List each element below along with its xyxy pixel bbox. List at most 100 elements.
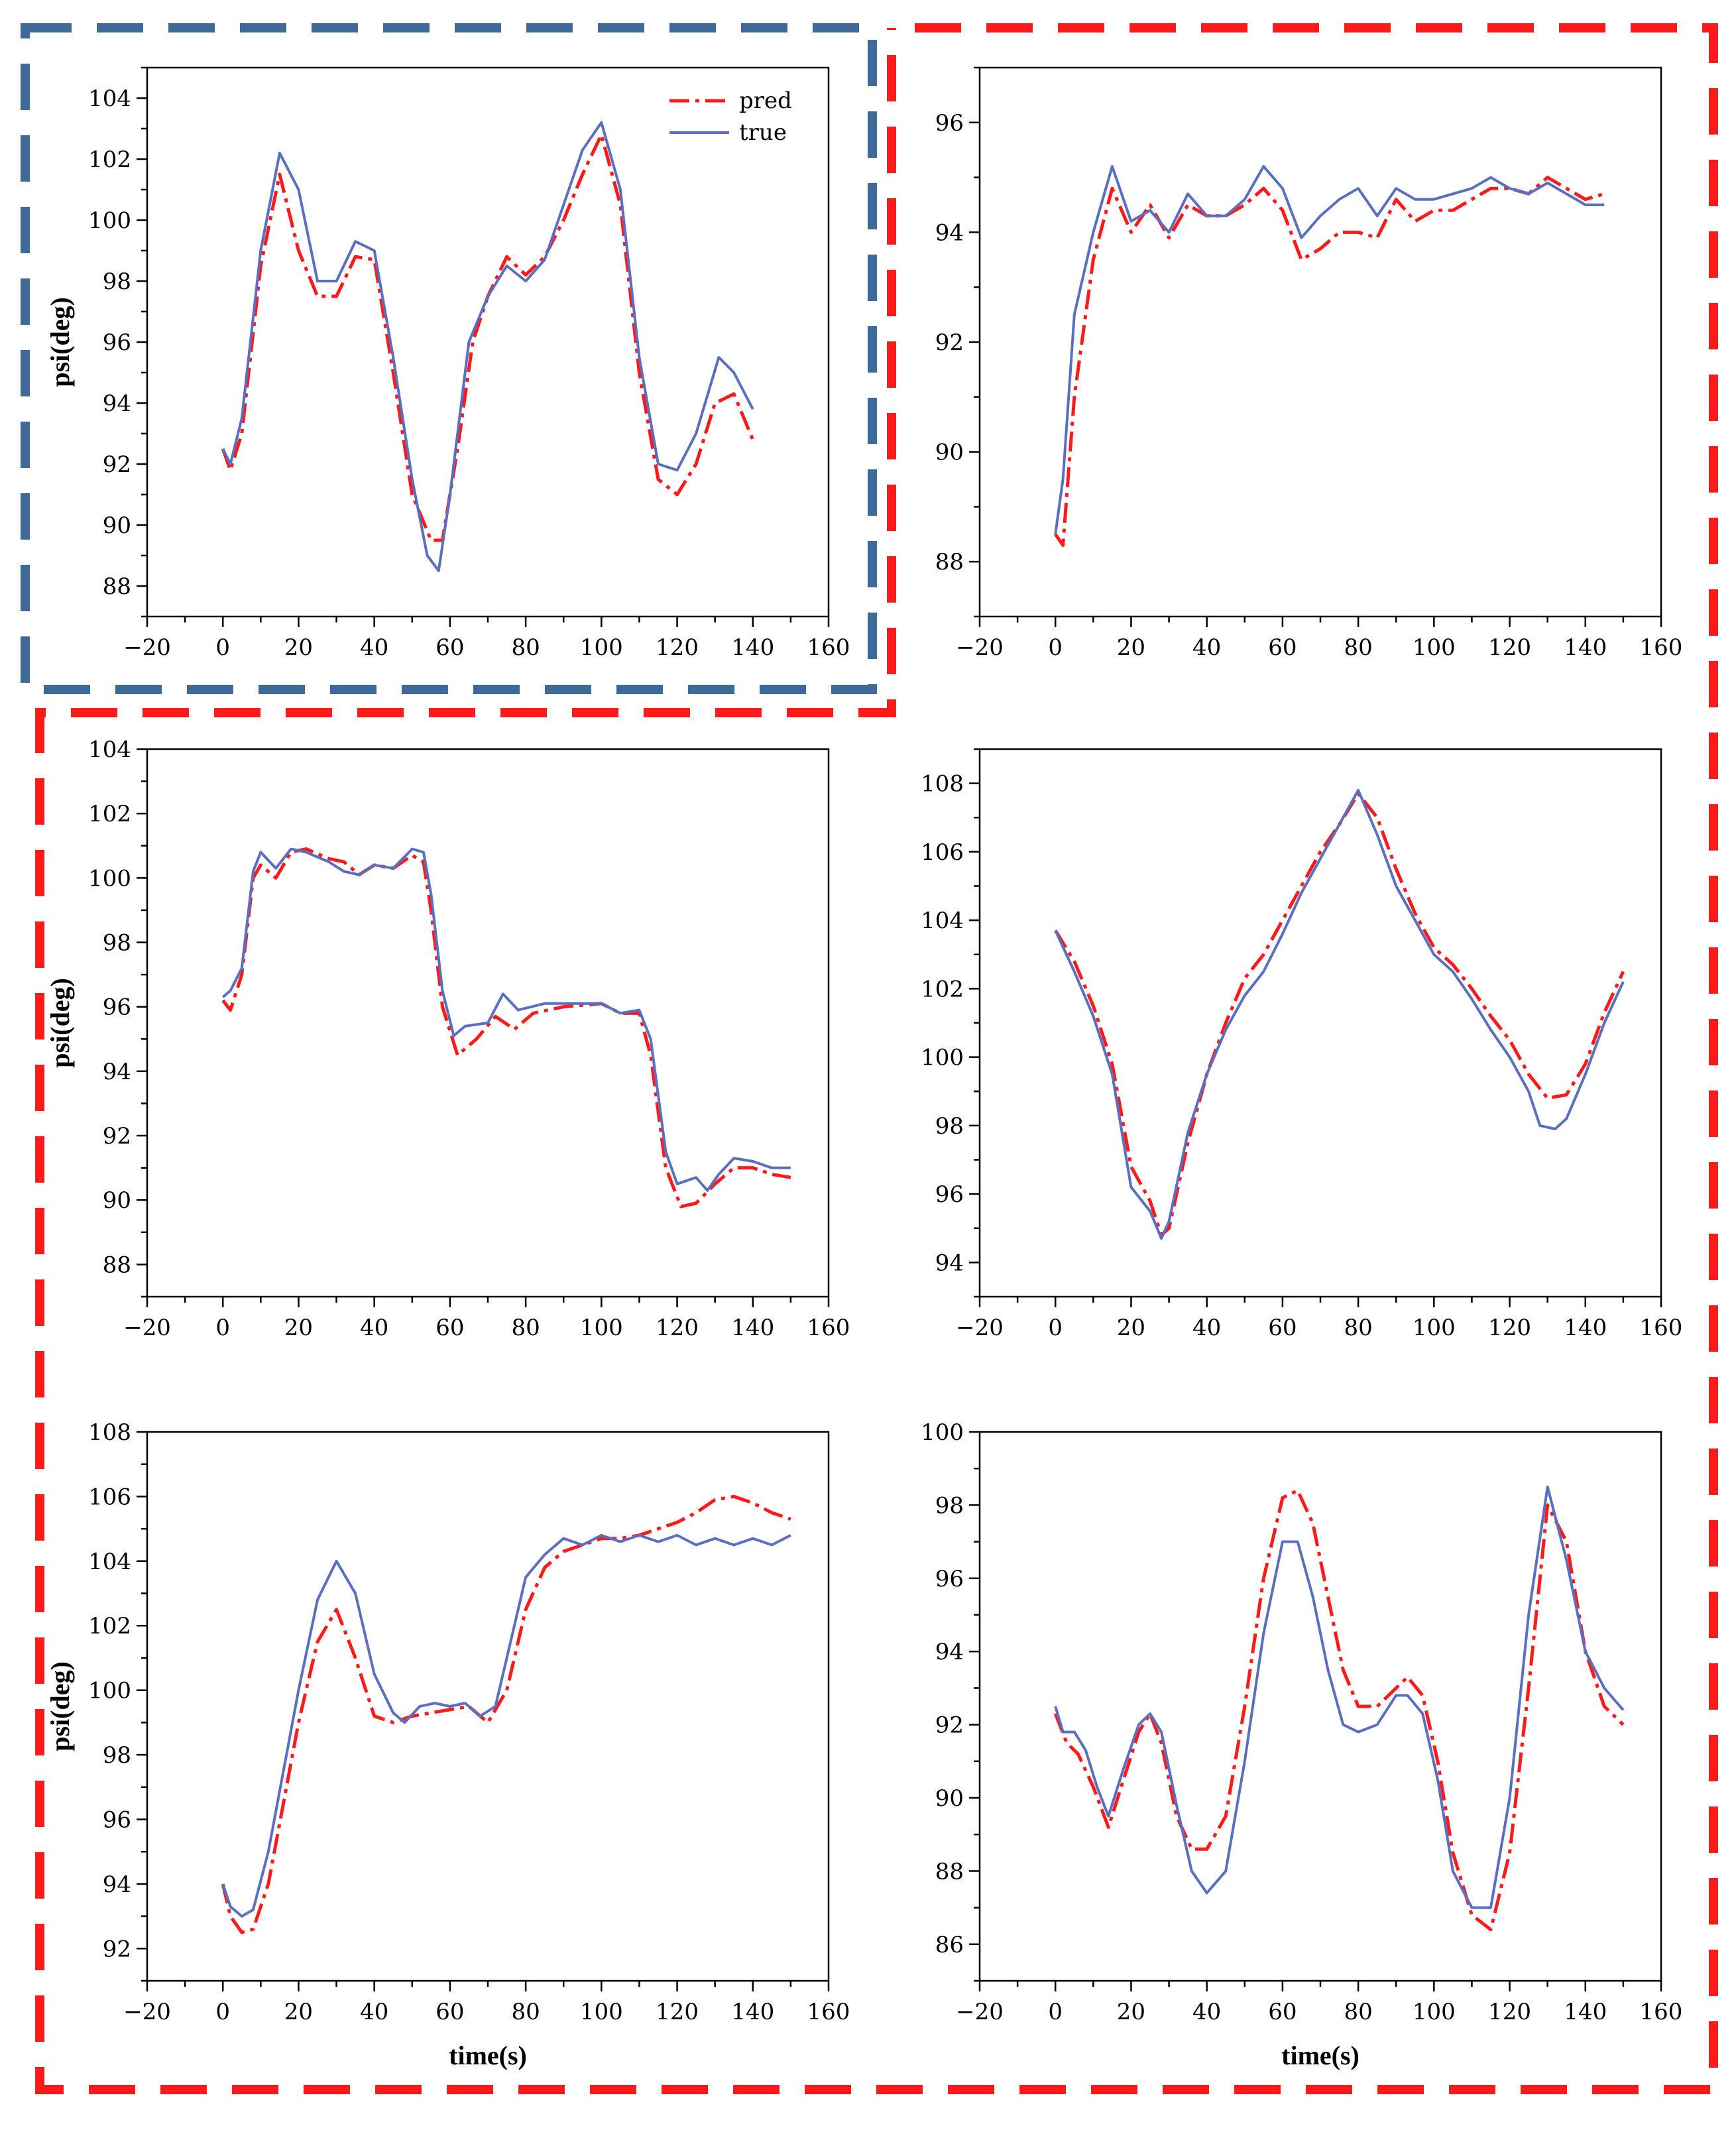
x-tick-label: 80 xyxy=(1344,634,1372,661)
x-tick-label: 120 xyxy=(1488,1315,1531,1341)
x-tick-label: 20 xyxy=(1117,1999,1145,2025)
x-tick-label: 20 xyxy=(284,1315,313,1341)
x-tick-label: −20 xyxy=(123,1999,171,2025)
x-tick-label: 120 xyxy=(656,634,699,661)
x-tick-label: 40 xyxy=(360,634,388,661)
y-tick-label: 106 xyxy=(921,839,964,866)
y-tick-label: 94 xyxy=(935,1639,964,1665)
y-tick-label: 104 xyxy=(88,86,131,112)
y-tick-label: 90 xyxy=(103,512,131,539)
series-line-true xyxy=(221,847,791,1192)
y-tick-label: 98 xyxy=(103,930,131,957)
series-line-true xyxy=(1054,165,1605,535)
y-axis-label: psi(deg) xyxy=(45,297,75,387)
x-tick-label: 0 xyxy=(1048,634,1063,661)
x-tick-label: 40 xyxy=(360,1315,388,1341)
x-tick-label: 100 xyxy=(1413,634,1456,661)
x-tick-label: 60 xyxy=(435,634,464,661)
x-tick-label: 0 xyxy=(215,1999,230,2025)
x-tick-label: −20 xyxy=(956,1315,1004,1341)
y-tick-label: 96 xyxy=(935,1181,964,1208)
y-tick-label: 98 xyxy=(935,1113,964,1140)
y-tick-label: 96 xyxy=(103,329,131,356)
x-tick-label: 140 xyxy=(1564,1315,1607,1341)
y-tick-label: 102 xyxy=(88,801,131,827)
plot-area xyxy=(978,748,1662,1298)
legend-pred-label: pred xyxy=(739,88,792,114)
x-axis-label: time(s) xyxy=(449,2041,527,2070)
x-tick-label: 20 xyxy=(1117,634,1145,661)
y-tick-label: 90 xyxy=(103,1187,131,1214)
y-tick-label: 92 xyxy=(103,1123,131,1150)
series-line-true xyxy=(221,121,754,572)
x-tick-label: 80 xyxy=(1344,1315,1372,1341)
y-tick-label: 100 xyxy=(88,1678,131,1704)
x-tick-label: 60 xyxy=(1268,634,1297,661)
highlight-boxes xyxy=(21,23,1718,2094)
y-tick-label: 88 xyxy=(935,1858,964,1885)
y-tick-label: 96 xyxy=(103,994,131,1021)
chart-panel-6: −20 0 20 40 60 80 100 120 140 160 86 88 90 92 94 96 98 10… xyxy=(921,1419,1682,2070)
y-tick-label: 88 xyxy=(103,573,131,600)
x-tick-label: 60 xyxy=(1268,1999,1297,2025)
chart-panel-3: −20 0 20 40 60 80 100 120 140 160 88 90 92 94 96 98 100 1… xyxy=(45,737,850,1341)
chart-panel-2: −20 0 20 40 60 80 100 120 140 160 88 90 92 94 96 xyxy=(935,66,1683,661)
x-tick-label: 40 xyxy=(1192,1315,1221,1341)
x-tick-label: 100 xyxy=(580,1999,623,2025)
x-tick-label: −20 xyxy=(123,634,171,661)
x-tick-label: 120 xyxy=(1488,1999,1531,2025)
x-tick-label: 140 xyxy=(731,1315,774,1341)
y-tick-label: 96 xyxy=(935,110,964,137)
y-tick-label: 88 xyxy=(103,1252,131,1278)
y-tick-label: 108 xyxy=(921,771,964,798)
x-tick-label: 40 xyxy=(360,1999,388,2025)
x-tick-label: 60 xyxy=(435,1999,464,2025)
series-line-true xyxy=(1054,1485,1625,1909)
blue-dashed-box xyxy=(21,23,877,694)
chart-panel-4: −20 0 20 40 60 80 100 120 140 160 94 96 98 100 102 104 1… xyxy=(921,748,1682,1341)
y-tick-label: 94 xyxy=(935,1250,964,1276)
y-tick-label: 94 xyxy=(103,1059,131,1085)
x-tick-label: 100 xyxy=(580,634,623,661)
x-tick-label: 0 xyxy=(1048,1315,1063,1341)
y-tick-label: 94 xyxy=(103,390,131,417)
series-line-pred xyxy=(1054,792,1625,1237)
series-line-true xyxy=(221,1533,791,1918)
chart-panel-5: −20 0 20 40 60 80 100 120 140 160 92 94 96 98 100 102 10… xyxy=(45,1419,850,2070)
x-tick-label: 120 xyxy=(656,1315,699,1341)
y-tick-label: 90 xyxy=(935,1785,964,1812)
y-tick-label: 100 xyxy=(88,207,131,234)
y-tick-label: 92 xyxy=(935,329,964,356)
chart-panels: −20 0 20 40 60 80 100 120 140 160 88 90 92 94 96 98 100 1… xyxy=(45,66,1683,2070)
x-tick-label: 20 xyxy=(1117,1315,1145,1341)
y-tick-label: 100 xyxy=(921,1419,964,1446)
y-tick-label: 94 xyxy=(935,219,964,246)
chart-panel-1: −20 0 20 40 60 80 100 120 140 160 88 90 92 94 96 98 100 1… xyxy=(45,66,850,661)
y-tick-label: 108 xyxy=(88,1419,131,1446)
y-tick-label: 104 xyxy=(88,1549,131,1575)
legend: pred true xyxy=(669,88,792,146)
x-tick-label: 100 xyxy=(1413,1999,1456,2025)
y-tick-label: 104 xyxy=(88,737,131,763)
x-axis-label: time(s) xyxy=(1281,2041,1360,2070)
plot-area xyxy=(146,1431,830,1982)
x-tick-label: 160 xyxy=(807,634,850,661)
y-axis-label: psi(deg) xyxy=(45,978,75,1068)
y-tick-label: 92 xyxy=(103,451,131,478)
x-tick-label: 120 xyxy=(656,1999,699,2025)
x-tick-label: 120 xyxy=(1488,634,1531,661)
x-tick-label: 40 xyxy=(1192,1999,1221,2025)
x-tick-label: 160 xyxy=(807,1315,850,1341)
series-line-pred xyxy=(1053,1488,1625,1932)
x-tick-label: 160 xyxy=(1640,1999,1683,2025)
x-tick-label: −20 xyxy=(956,1999,1004,2025)
legend-true-label: true xyxy=(739,119,787,146)
x-tick-label: 160 xyxy=(1640,634,1683,661)
x-tick-label: 0 xyxy=(215,634,230,661)
red-dashed-box xyxy=(35,23,1718,2094)
series-line-pred xyxy=(1054,176,1605,547)
x-tick-label: 60 xyxy=(1268,1315,1297,1341)
x-tick-label: 80 xyxy=(511,1315,540,1341)
x-tick-label: 160 xyxy=(807,1999,850,2025)
y-tick-label: 98 xyxy=(103,1742,131,1769)
